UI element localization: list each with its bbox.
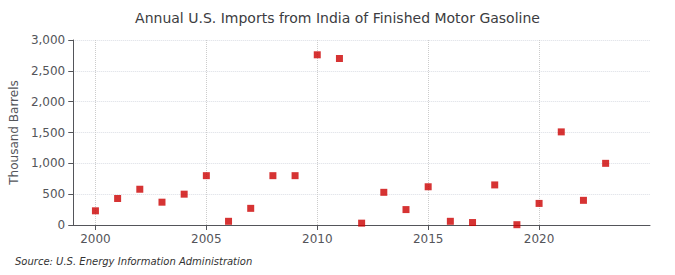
svg-text:2015: 2015 [413,232,444,246]
svg-text:2010: 2010 [302,232,333,246]
svg-text:1,000: 1,000 [31,156,65,170]
svg-text:500: 500 [42,187,65,201]
svg-text:Annual U.S. Imports from India: Annual U.S. Imports from India of Finish… [135,10,540,26]
svg-text:2005: 2005 [191,232,222,246]
svg-text:3,000: 3,000 [31,33,65,47]
svg-text:2,500: 2,500 [31,64,65,78]
svg-text:0: 0 [58,218,66,232]
svg-text:2,000: 2,000 [31,95,65,109]
svg-text:2020: 2020 [524,232,555,246]
svg-text:2000: 2000 [80,232,111,246]
svg-text:1,500: 1,500 [31,126,65,140]
svg-text:Thousand Barrels: Thousand Barrels [7,80,21,185]
svg-text:Source: U.S. Energy Informatio: Source: U.S. Energy Information Administ… [15,256,252,267]
